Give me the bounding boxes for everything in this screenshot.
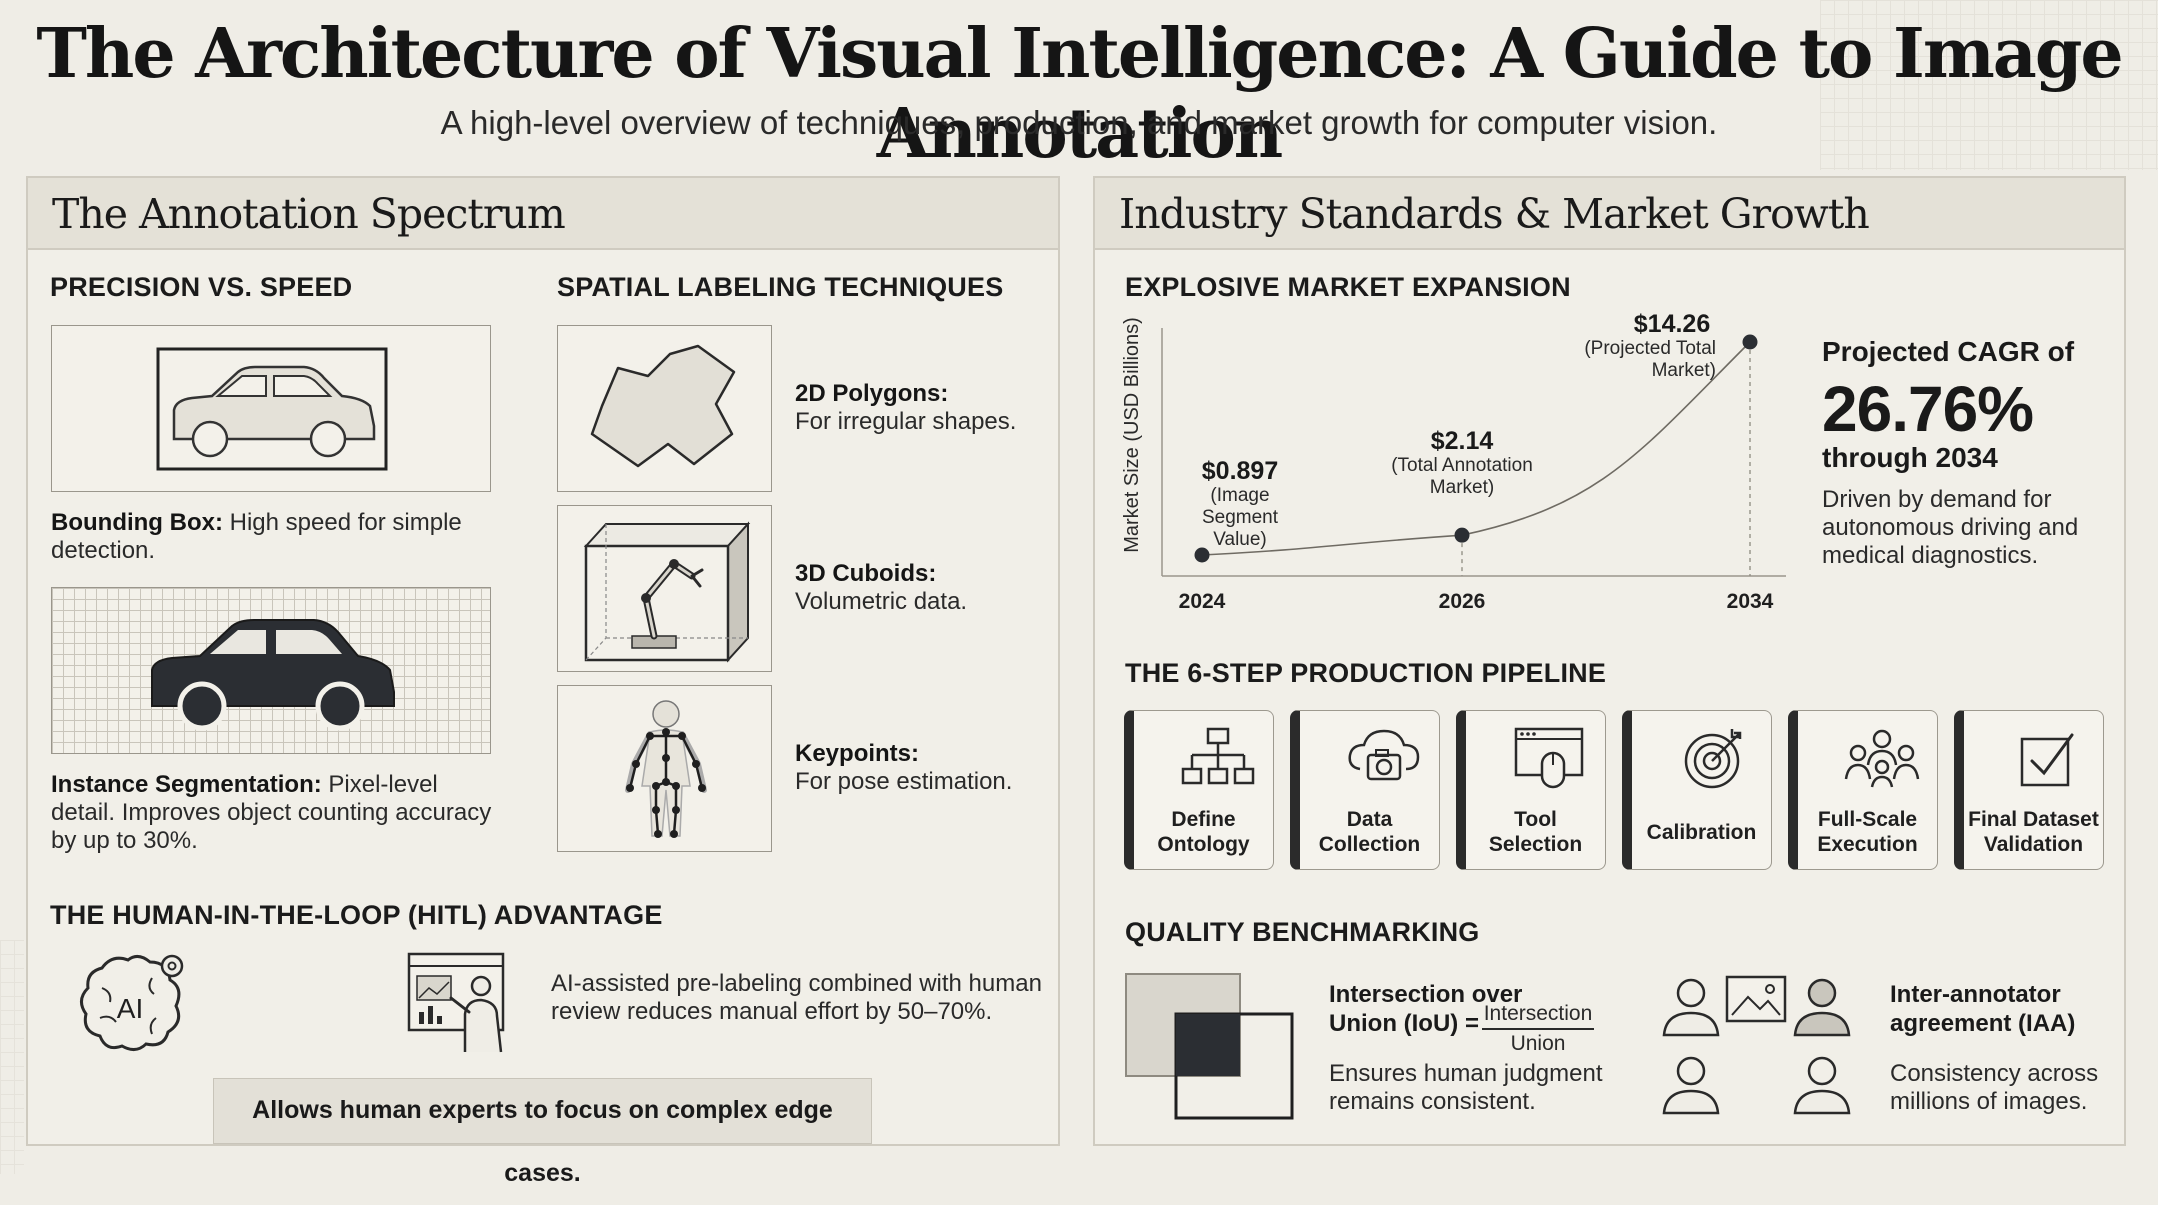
data-note-label: (Total Annotation [1391, 455, 1533, 476]
spatial-heading: SPATIAL LABELING TECHNIQUES [557, 272, 1004, 302]
pipeline-step-final-dataset-validation: Final Dataset Validation [1954, 710, 2104, 870]
quality-heading: QUALITY BENCHMARKING [1125, 917, 1480, 947]
checkbox-icon [2020, 733, 2074, 787]
step-label: Tool Selection [1488, 808, 1583, 856]
step-label: Data Collection [1318, 808, 1421, 856]
instance-segmentation-caption: Instance Segmentation: Pixel-level detai… [51, 771, 501, 855]
data-value-label: $0.897 [1202, 457, 1278, 485]
iaa-desc: Consistency across millions of images. [1890, 1060, 2099, 1115]
polygon-caption: 2D Polygons: For irregular shapes. [795, 380, 1045, 436]
panel-title: Industry Standards & Market Growth [1119, 190, 1870, 238]
panel-header: Industry Standards & Market Growth [1095, 178, 2124, 250]
panel-title: The Annotation Spectrum [52, 190, 566, 238]
polygon-icon [590, 344, 736, 468]
background-grid-bottom-left [0, 940, 24, 1174]
cagr-prefix: Projected CAGR of [1822, 336, 2075, 367]
x-tick-label: 2034 [1727, 590, 1774, 613]
instance-segmentation-example [51, 587, 491, 754]
polygon-term: 2D Polygons: [795, 380, 949, 407]
pipeline-step-tool-selection: Tool Selection [1456, 710, 1606, 870]
data-note-label: Market) [1652, 360, 1716, 381]
data-value-label: $14.26 [1634, 310, 1710, 338]
iou-title-line-1: Intersection over [1329, 981, 1523, 1008]
cagr-value: 26.76% [1822, 373, 2034, 445]
human-review-screen-icon [407, 952, 505, 1053]
data-note-label: Segment [1202, 507, 1279, 528]
step-label: Define Ontology [1157, 808, 1250, 856]
data-note-label: Value) [1213, 529, 1267, 550]
pipeline-step-data-collection: Data Collection [1290, 710, 1440, 870]
car-outline-icon [156, 347, 388, 471]
cuboid-desc: Volumetric data. [795, 588, 968, 615]
cuboid-term: 3D Cuboids: [795, 560, 937, 587]
pipeline-step-calibration: Calibration [1622, 710, 1772, 870]
bounding-box-desc: High speed for simple detection. [51, 509, 462, 564]
data-note-label: Market) [1430, 477, 1494, 498]
x-tick-label: 2026 [1439, 590, 1486, 613]
chart-ylabel: Market Size (USD Billions) [1121, 317, 1143, 553]
pipeline-step-define-ontology: Define Ontology [1124, 710, 1274, 870]
cloud-camera-icon [1348, 729, 1420, 781]
window-mouse-icon [1514, 727, 1584, 789]
data-point [1194, 547, 1210, 563]
iou-overlap-icon [1125, 973, 1294, 1120]
keypoints-example [557, 685, 772, 852]
page-subtitle: A high-level overview of techniques, pro… [440, 104, 1718, 141]
team-icon [1844, 729, 1920, 788]
ai-brain-icon: AI [80, 954, 184, 1051]
bounding-box-caption: Bounding Box: High speed for simple dete… [51, 509, 491, 565]
annotators-image-icon [1662, 975, 1851, 1115]
data-value-label: $2.14 [1431, 427, 1494, 455]
car-filled-icon [151, 619, 395, 731]
bounding-box-example [51, 325, 491, 492]
step-label: Full-Scale Execution [1817, 808, 1918, 856]
iou-title: Intersection over Union (IoU) = [1329, 980, 1522, 1038]
cagr-suffix: through 2034 [1822, 442, 1998, 473]
cuboid-robot-arm-icon [583, 521, 751, 663]
series-line [1201, 341, 1751, 556]
precision-heading: PRECISION VS. SPEED [50, 272, 353, 302]
background-grid-top-right [1820, 0, 2158, 170]
cuboid-caption: 3D Cuboids: Volumetric data. [795, 560, 1045, 616]
iou-title-line-2: Union (IoU) = [1329, 1010, 1479, 1037]
industry-standards-panel: Industry Standards & Market Growth [1093, 176, 2126, 1146]
market-heading: EXPLOSIVE MARKET EXPANSION [1125, 272, 1571, 302]
instance-segmentation-desc: Pixel-level detail. Improves object coun… [51, 771, 492, 854]
polygon-desc: For irregular shapes. [795, 408, 1017, 435]
iou-desc: Ensures human judgment remains consisten… [1329, 1060, 1603, 1115]
step-label: Final Dataset Validation [1968, 808, 2099, 856]
keypoints-desc: For pose estimation. [795, 768, 1013, 795]
cuboid-example [557, 505, 772, 672]
bounding-box-frame [156, 347, 388, 471]
cagr-desc: Driven by demand for autonomous driving … [1822, 486, 2079, 569]
instance-segmentation-term: Instance Segmentation: [51, 771, 322, 798]
iou-numerator: Intersection [1482, 1002, 1594, 1030]
step-label: Calibration [1646, 821, 1757, 844]
iou-fraction: Intersection Union [1482, 1002, 1594, 1056]
pipeline-step-full-scale-execution: Full-Scale Execution [1788, 710, 1938, 870]
iou-denominator: Union [1510, 1032, 1566, 1055]
panel-header: The Annotation Spectrum [28, 178, 1058, 250]
x-tick-label: 2024 [1179, 590, 1226, 613]
hierarchy-icon [1181, 727, 1255, 785]
bounding-box-term: Bounding Box: [51, 509, 223, 536]
market-growth-chart: Market Size (USD Billions) 2024 $0.897(Im… [1121, 310, 1786, 613]
data-point [1742, 334, 1758, 350]
skeleton-keypoints-icon [625, 700, 707, 838]
keypoints-term: Keypoints: [795, 740, 920, 767]
data-note-label: (Image [1210, 485, 1269, 506]
target-icon [1684, 729, 1742, 789]
keypoints-caption: Keypoints: For pose estimation. [795, 740, 1045, 796]
data-note-label: (Projected Total [1584, 338, 1716, 359]
data-point [1454, 527, 1470, 543]
polygon-example [557, 325, 772, 492]
hitl-text: AI-assisted pre-labeling combined with h… [551, 970, 1042, 1025]
hitl-banner: Allows human experts to focus on complex… [213, 1078, 872, 1187]
hitl-heading: THE HUMAN-IN-THE-LOOP (HITL) ADVANTAGE [50, 900, 663, 930]
ai-brain-label: AI [117, 993, 143, 1024]
pipeline-heading: THE 6-STEP PRODUCTION PIPELINE [1125, 658, 1607, 688]
page-title: The Architecture of Visual Intelligence:… [36, 14, 2123, 174]
iaa-title: Inter-annotator agreement (IAA) [1890, 981, 2076, 1037]
